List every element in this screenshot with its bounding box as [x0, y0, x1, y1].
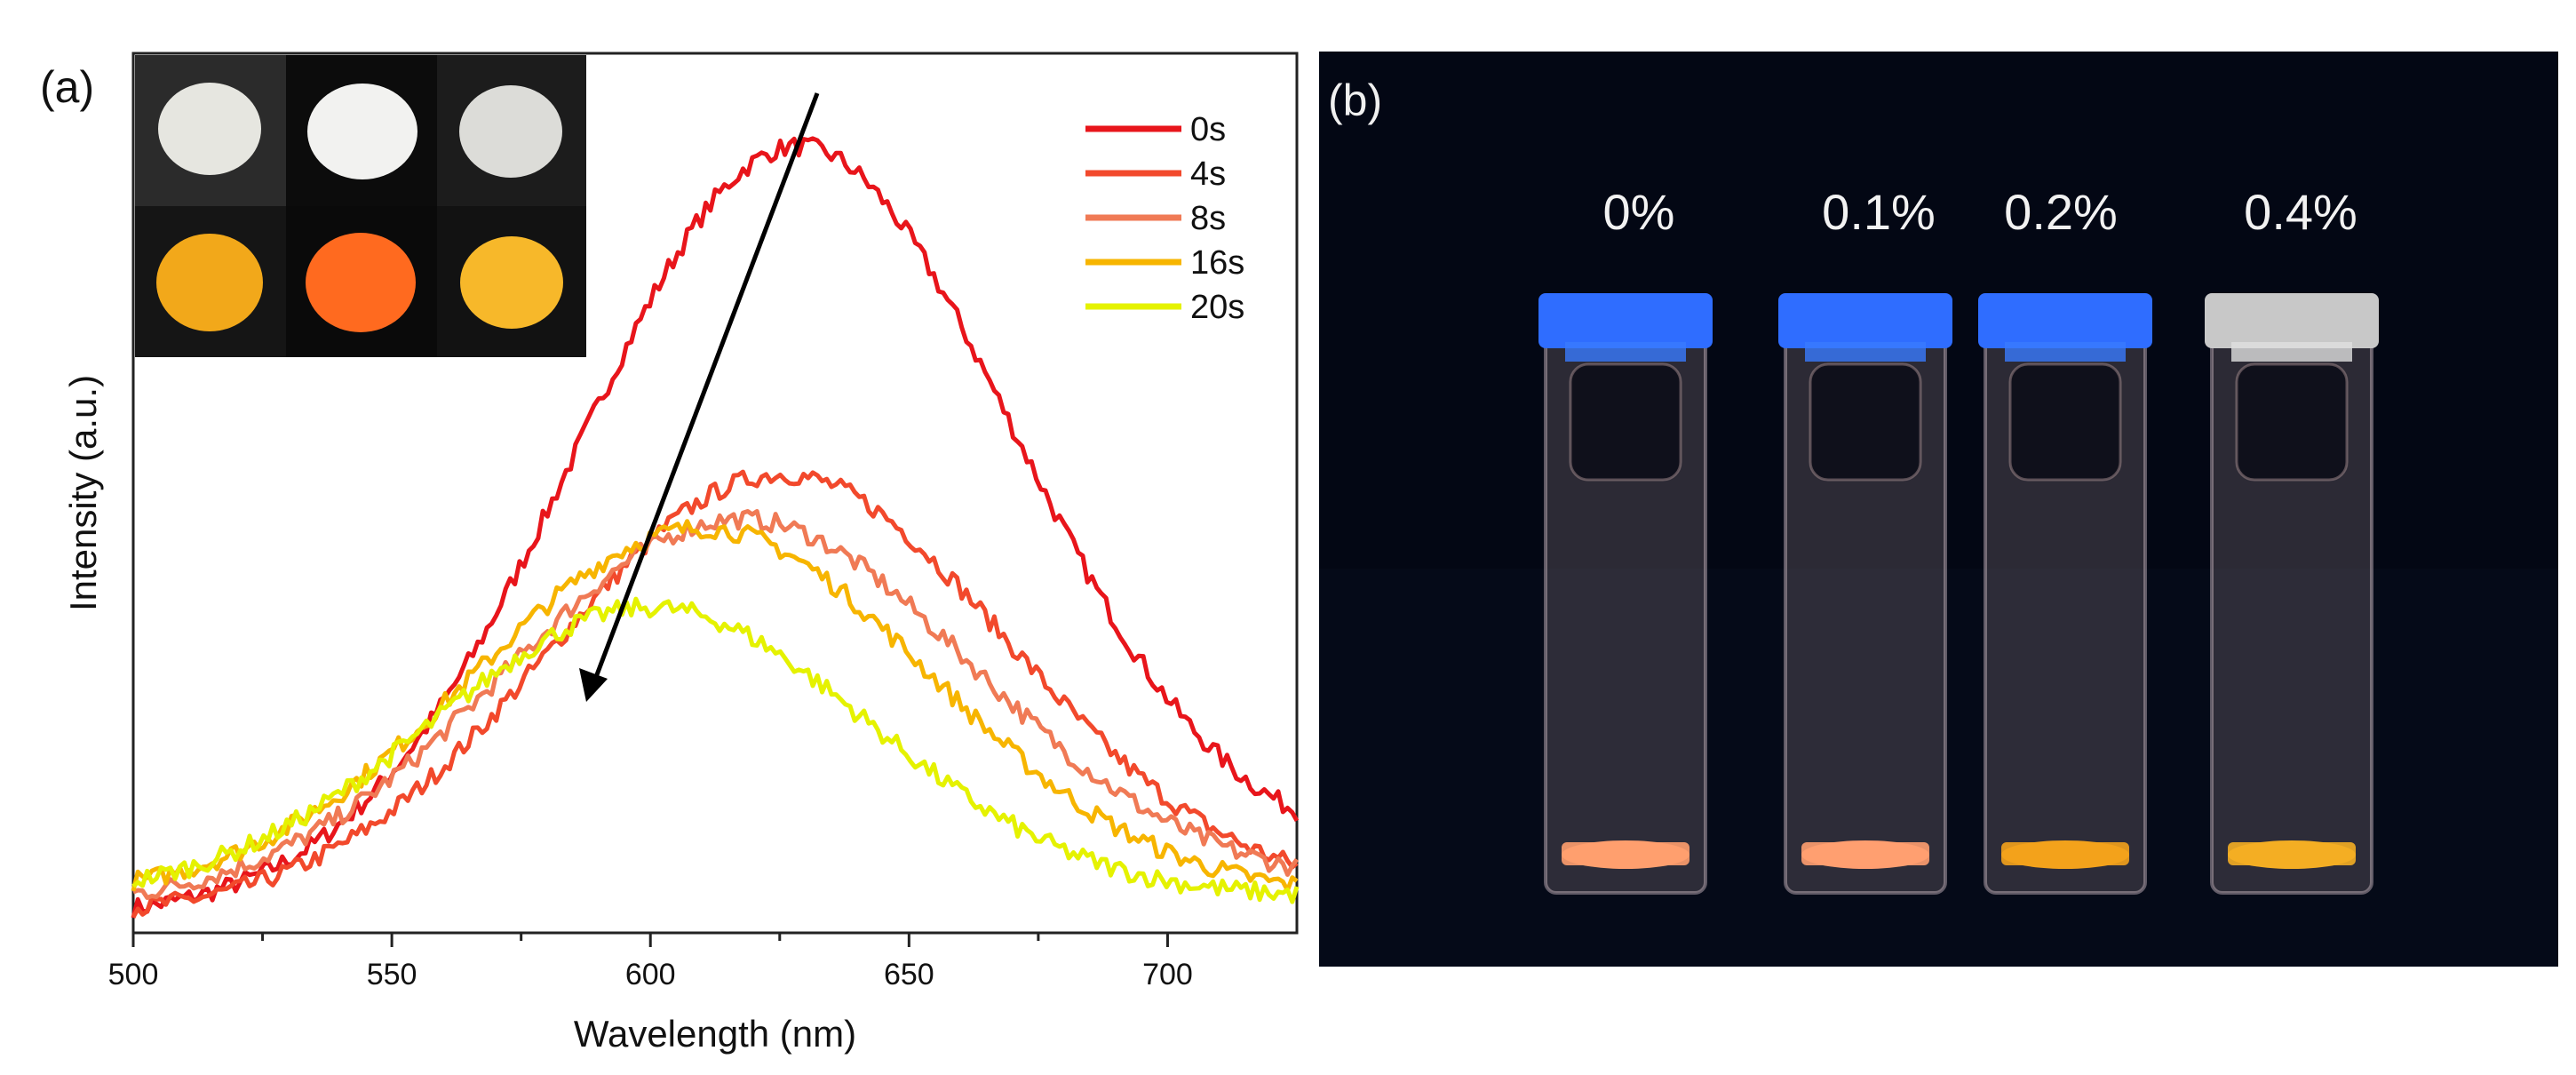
photo-inset [135, 55, 586, 357]
panel-b-label: (b) [1328, 76, 1382, 125]
legend-label-8s: 8s [1190, 200, 1226, 237]
cuvette-window [1809, 362, 1922, 482]
cuvette-powder-bed [1562, 842, 1690, 865]
x-axis: 500 550 600 650 700 [108, 933, 1193, 991]
cuvette-powder-bed [2228, 842, 2356, 865]
series-line-8s [132, 509, 1300, 900]
x-axis-label: Wavelength (nm) [574, 1013, 856, 1055]
concentration-label: 0% [1603, 184, 1675, 240]
x-tick-label: 600 [625, 958, 676, 991]
cuvette-powder-bed [2001, 842, 2129, 865]
legend-label-4s: 4s [1190, 155, 1226, 193]
series-line-0s [131, 136, 1300, 919]
cuvette-cap-glow [1565, 342, 1686, 362]
concentration-label: 0.4% [2244, 184, 2357, 240]
inset-flake-4 [156, 234, 263, 331]
cuvette-cap [1778, 293, 1952, 348]
cuvette-window [1569, 362, 1682, 482]
cuvette-cap-glow [2005, 342, 2126, 362]
series-line-20s [131, 596, 1300, 904]
inset-flake-3 [459, 85, 562, 178]
photo-table-shade [1319, 569, 2558, 967]
panel-a: (a) 500 550 600 650 700 Wavelen [40, 52, 1300, 1055]
x-tick-label: 500 [108, 958, 159, 991]
legend: 0s 4s 8s 16s 20s [1085, 111, 1244, 326]
cuvette-3 [1978, 293, 2152, 895]
cuvette-cap [1538, 293, 1713, 348]
series-lines [131, 136, 1300, 919]
inset-flake-5 [306, 233, 416, 332]
legend-label-16s: 16s [1190, 244, 1244, 282]
legend-label-0s: 0s [1190, 111, 1226, 148]
inset-flake-2 [307, 84, 417, 179]
cuvette-cap-glow [2231, 342, 2352, 362]
inset-flake-1 [158, 83, 261, 175]
concentration-label: 0.2% [2004, 184, 2118, 240]
cuvette-cap [1978, 293, 2152, 348]
inset-flake-6 [460, 236, 563, 329]
cuvette-cap-glow [1805, 342, 1926, 362]
x-tick-label: 650 [884, 958, 934, 991]
concentration-label: 0.1% [1822, 184, 1936, 240]
cuvette-group: 0% 0.1% 0.2% 0.4% [1538, 184, 2379, 895]
panel-b: (b) 0% 0.1% 0.2% 0.4% [1319, 52, 2558, 967]
series-line-16s [131, 519, 1299, 893]
series-line-4s [131, 469, 1299, 919]
cuvette-2 [1778, 293, 1952, 895]
x-tick-label: 700 [1142, 958, 1193, 991]
trend-arrow-head [579, 668, 608, 702]
trend-arrow [591, 92, 820, 685]
x-tick-label: 550 [367, 958, 417, 991]
panel-a-label: (a) [40, 62, 94, 112]
cuvette-window [2008, 362, 2122, 482]
cuvette-cap [2205, 293, 2379, 348]
legend-label-20s: 20s [1190, 289, 1244, 326]
cuvette-window [2235, 362, 2349, 482]
cuvette-powder-bed [1801, 842, 1929, 865]
y-axis-label: Intensity (a.u.) [62, 375, 104, 611]
cuvette-4 [2205, 293, 2379, 895]
cuvette-1 [1538, 293, 1713, 895]
